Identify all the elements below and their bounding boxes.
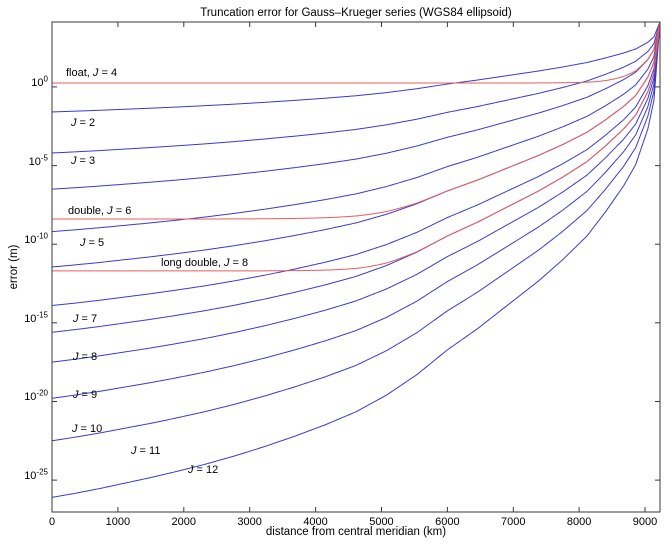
truncation-curve-j6 [52,22,660,268]
x-tick-label-8000: 8000 [566,516,592,528]
j2-label: J = 2 [71,117,96,129]
x-axis-label: distance from central meridian (km) [265,526,447,538]
precision-curve-double [52,22,660,220]
truncation-curve-j3 [52,22,660,154]
x-tick-label-7000: 7000 [501,516,526,528]
truncation-curve-j11 [52,22,660,442]
y-tick-label-1e-20: 10-20 [24,388,48,404]
j-variable: J [131,445,137,457]
x-tick-label-3000: 3000 [237,516,262,528]
x-tick-label-9000: 9000 [632,516,658,528]
truncation-curve-j7 [52,22,660,307]
j-variable: J [73,313,79,325]
y-tick-label-1e-15: 10-15 [24,310,48,325]
truncation-curve-j8 [52,22,660,333]
x-tick-label-2000: 2000 [171,516,197,528]
truncation-curve-j2 [52,22,660,113]
j12-label: J = 12 [188,464,219,476]
truncation-curve-j10 [52,22,660,399]
j8-label: J = 8 [73,351,98,363]
y-tick-label-1e-5: 10-5 [28,152,48,168]
j-variable: J [224,257,230,269]
x-tick-label-4000: 4000 [303,516,328,528]
j-variable: J [92,67,99,79]
y-tick-label-1e-10: 10-10 [24,231,48,247]
y-tick-label-1e-25: 10-25 [24,467,48,483]
j3-label: J = 3 [71,155,96,167]
j-variable: J [72,423,78,435]
float-j4-label: float, J = 4 [66,67,118,79]
y-tick-label-1e0: 100 [31,74,48,89]
truncation-curve-j5 [52,22,660,233]
j-variable: J [73,389,79,401]
x-tick-label-0: 0 [48,516,56,528]
x-tick-label-6000: 6000 [435,516,460,528]
j11-label: J = 11 [131,445,161,457]
precision-curve-long-double [52,22,660,272]
j7-label: J = 7 [73,313,98,325]
truncation-curve-j4 [52,22,660,190]
j10-label: J = 10 [72,423,103,435]
precision-curve-float [52,22,660,84]
j-variable: J [188,464,194,476]
j-variable: J [73,351,79,363]
axes-box [51,21,661,513]
j-variable: J [80,237,86,249]
j-variable: J [71,117,77,129]
x-tick-label-1000: 1000 [105,516,131,528]
j-variable: J [71,155,77,167]
truncation-curve-j9 [52,22,660,363]
chart-title: Truncation error for Gauss–Krueger serie… [200,7,512,19]
j-variable: J [107,205,113,217]
long-double-j8-label: long double, J = 8 [161,257,249,269]
truncation-curve-j12 [52,22,660,498]
j9-label: J = 9 [73,389,98,401]
double-j6-label: double, J = 6 [68,205,132,217]
y-axis-label: error (m) [8,244,20,290]
x-tick-label-5000: 5000 [369,516,394,528]
curves-group [52,22,660,498]
j5-label: J = 5 [80,237,105,249]
